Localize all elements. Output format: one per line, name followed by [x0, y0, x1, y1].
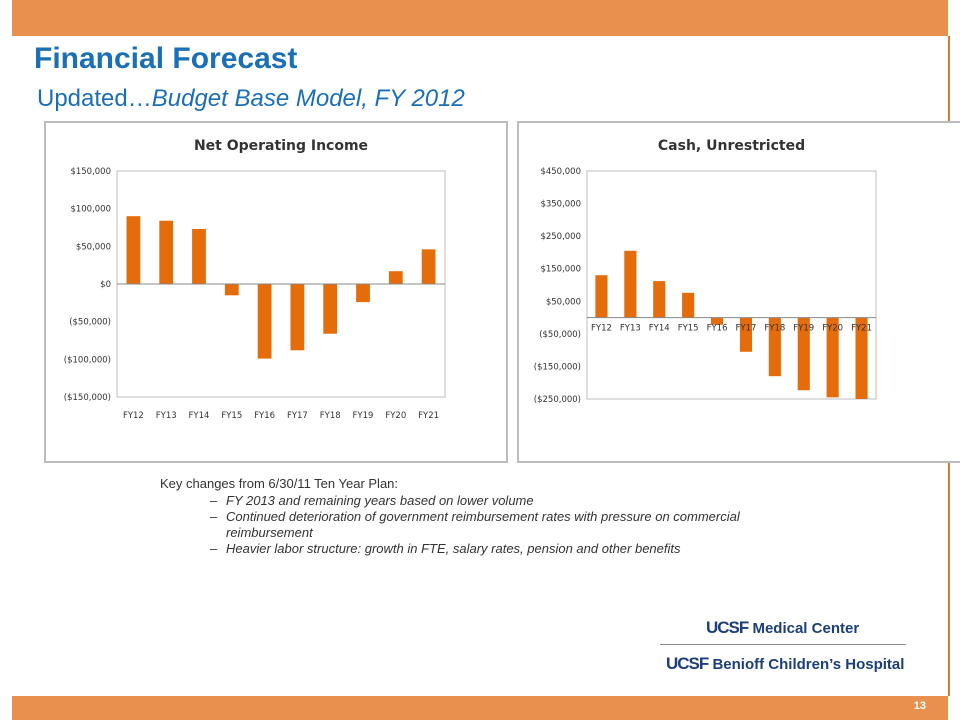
x-tick-label: FY18	[764, 324, 785, 334]
x-tick-label: FY15	[221, 411, 242, 421]
x-tick-label: FY13	[156, 411, 177, 421]
logo-text: Benioff Children’s Hospital	[712, 656, 905, 673]
subtitle-italic: Budget Base Model, FY 2012	[151, 85, 465, 112]
logo-mark: UCSF	[666, 654, 709, 673]
chart-title: Cash, Unrestricted	[658, 138, 805, 154]
list-item: – Continued deterioration of government r…	[160, 509, 766, 541]
cash-unrestricted-chart: Cash, Unrestricted $450,000 $350,000 $250,0…	[517, 121, 960, 463]
cash-unrestricted-svg: Cash, Unrestricted $450,000 $350,000 $250,0…	[534, 138, 877, 405]
y-tick-label: ($250,000)	[534, 395, 581, 405]
bar-fy16	[710, 317, 724, 325]
bar-fy14	[192, 229, 206, 284]
top-banner	[12, 0, 948, 36]
bullet-dash: –	[210, 509, 218, 524]
x-tick-label: FY21	[418, 411, 439, 421]
bar-fy18	[323, 284, 338, 334]
bar-fy18	[768, 317, 781, 377]
slide-subtitle: Updated…Budget Base Model, FY 2012	[37, 85, 465, 113]
page-number: 13	[913, 700, 926, 712]
x-tick-label: FY12	[591, 324, 612, 334]
x-tick-label: FY14	[649, 324, 670, 334]
bar-fy20	[388, 271, 403, 284]
note-text: FY 2013 and remaining years based on low…	[226, 493, 534, 508]
y-tick-label: $450,000	[540, 167, 581, 177]
y-tick-label: $350,000	[540, 200, 581, 210]
y-tick-label: $250,000	[540, 232, 581, 242]
bar-fy19	[797, 317, 810, 391]
list-item: – FY 2013 and remaining years based on lo…	[160, 493, 766, 509]
bar-fy13	[159, 220, 174, 284]
y-tick-label: $50,000	[76, 242, 111, 252]
logo-medical-center: UCSF Medical Center	[706, 618, 859, 638]
x-tick-label: FY20	[822, 324, 843, 334]
x-tick-label: FY17	[735, 324, 756, 334]
logo-text: Medical Center	[752, 620, 860, 637]
note-text: Heavier labor structure: growth in FTE, …	[226, 541, 681, 556]
bar-fy13	[624, 250, 637, 318]
x-tick-label: FY13	[620, 324, 641, 334]
key-changes-notes: Key changes from 6/30/11 Ten Year Plan: …	[160, 476, 860, 557]
y-tick-label: ($50,000)	[69, 318, 111, 328]
subtitle-plain: Updated…	[37, 85, 152, 112]
note-text: Continued deterioration of government re…	[226, 509, 740, 540]
x-tick-label: FY19	[353, 411, 374, 421]
y-tick-label: ($100,000)	[64, 355, 111, 365]
y-tick-label: $100,000	[70, 205, 111, 215]
net-operating-income-chart: Net Operating Income $150,000 $100,000 $50,…	[44, 121, 508, 463]
x-tick-label: FY18	[320, 411, 341, 421]
bar-fy17	[739, 317, 753, 352]
bar-fy21	[421, 249, 436, 284]
logo-mark: UCSF	[706, 618, 749, 637]
x-tick-label: FY12	[123, 411, 144, 421]
logo-divider	[660, 644, 906, 645]
net-operating-income-svg: Net Operating Income $150,000 $100,000 $50,…	[64, 138, 446, 421]
bottom-banner: 13	[12, 696, 948, 720]
y-tick-label: ($50,000)	[539, 330, 581, 340]
notes-list: – FY 2013 and remaining years based on lo…	[160, 493, 860, 557]
y-tick-label: ($150,000)	[534, 362, 581, 372]
bar-fy14	[653, 281, 666, 318]
bar-fy12	[595, 275, 608, 318]
bullet-dash: –	[210, 493, 218, 508]
x-tick-label: FY15	[678, 324, 699, 334]
bar-fy21	[855, 317, 868, 399]
bar-fy20	[826, 317, 839, 398]
x-tick-label: FY16	[707, 324, 728, 334]
y-tick-label: $150,000	[70, 167, 111, 177]
x-tick-label: FY19	[793, 324, 814, 334]
y-tick-label: $50,000	[546, 297, 581, 307]
bar-fy17	[290, 284, 305, 351]
y-tick-label: $150,000	[540, 265, 581, 275]
slide-title: Financial Forecast	[34, 42, 298, 75]
bar-fy16	[257, 284, 272, 359]
chart-title: Net Operating Income	[194, 138, 368, 154]
plot-area-border	[586, 170, 877, 400]
bar-fy15	[682, 292, 695, 318]
x-tick-label: FY14	[189, 411, 210, 421]
x-tick-label: FY21	[851, 324, 872, 334]
ucsf-logo: UCSF Medical Center UCSF Benioff Childre…	[658, 618, 908, 680]
x-tick-label: FY20	[385, 411, 406, 421]
x-tick-label: FY16	[254, 411, 275, 421]
x-tick-label: FY17	[287, 411, 308, 421]
bullet-dash: –	[210, 541, 218, 556]
y-tick-label: ($150,000)	[64, 393, 111, 403]
notes-heading: Key changes from 6/30/11 Ten Year Plan:	[160, 476, 399, 491]
bar-fy15	[224, 284, 239, 296]
bar-fy12	[126, 216, 141, 284]
bar-fy19	[356, 284, 370, 303]
logo-childrens-hospital: UCSF Benioff Children’s Hospital	[666, 654, 904, 674]
y-tick-label: $0	[100, 280, 111, 290]
list-item: – Heavier labor structure: growth in FTE,…	[160, 541, 766, 557]
